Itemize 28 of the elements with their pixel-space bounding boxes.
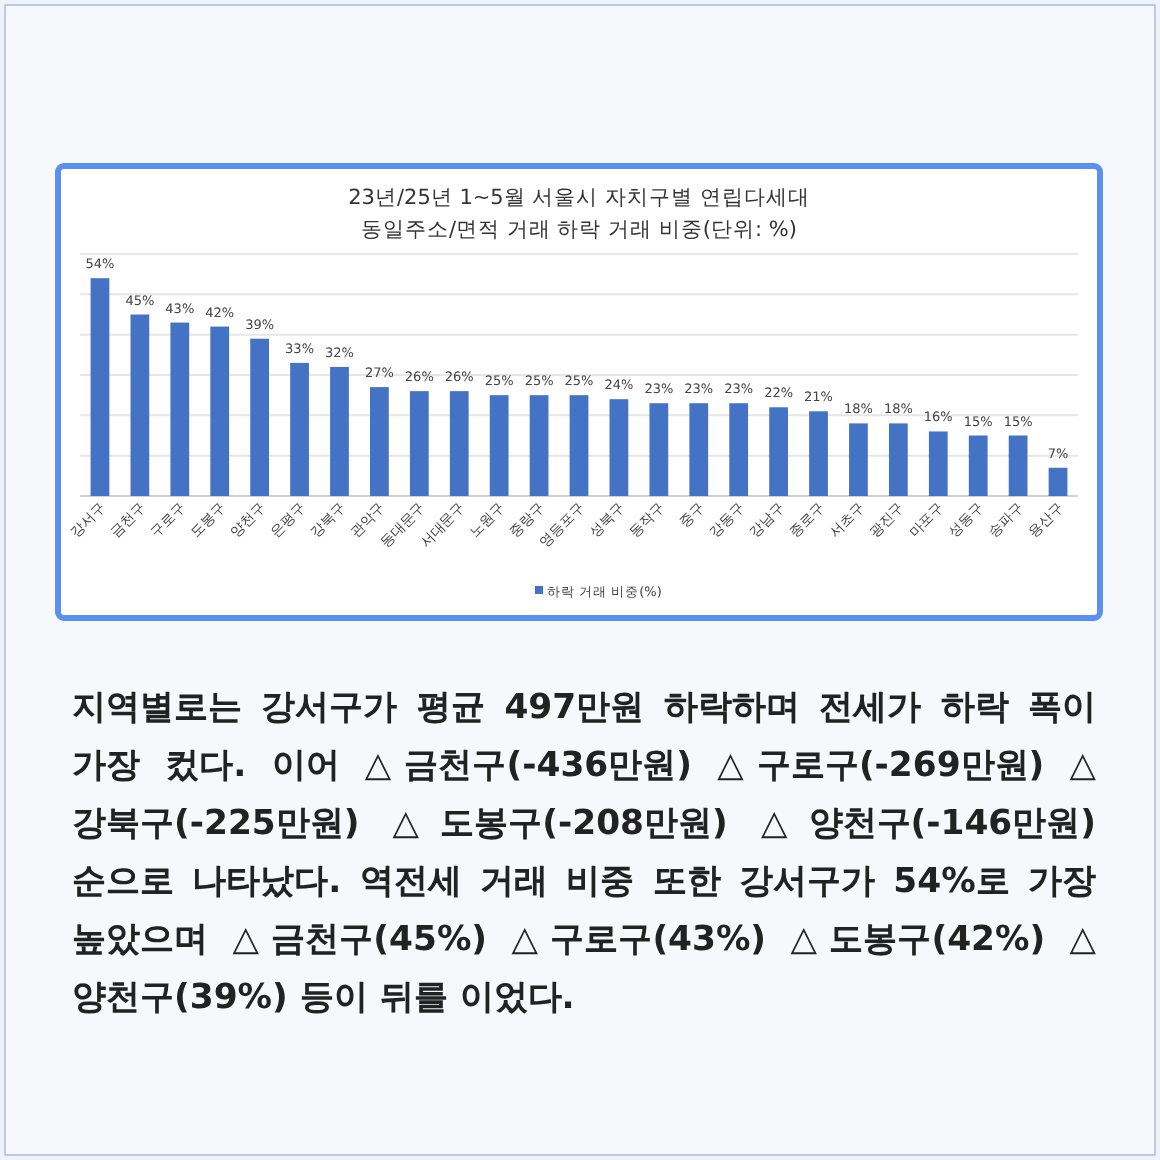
bar bbox=[290, 362, 309, 496]
bar bbox=[928, 431, 948, 496]
bar bbox=[250, 338, 270, 496]
bar bbox=[769, 407, 788, 496]
chart-title: 23년/25년 1~5월 서울시 자치구별 연립다세대 bbox=[348, 186, 810, 210]
bar bbox=[569, 395, 589, 496]
bar bbox=[449, 391, 469, 496]
bar bbox=[170, 322, 190, 496]
bar bbox=[888, 423, 908, 496]
bar bbox=[809, 411, 828, 496]
bar bbox=[370, 387, 389, 496]
chart-subtitle: 동일주소/면적 거래 하락 거래 비중(단위: %) bbox=[361, 218, 797, 242]
bar bbox=[210, 326, 230, 496]
bar bbox=[729, 403, 749, 496]
bar bbox=[90, 278, 110, 496]
bar bbox=[1008, 435, 1028, 496]
bar bbox=[130, 314, 150, 496]
text: 지역별로는 강서구가 평균 497만원 하락하며 전세가 하락 폭이 가장 컸다. 이어 △금천구(-436만원) △구로구(-269만원) △강북구(-225만원) △도봉구(-208만원) △양천구(-146만원) 순으로 나타났다. 역전세 거래 비중 또한 강서구가 54%로 가장 높았으며 △금천구(45%) △구로구(43%) △도봉구(42%) △양천구(39%) 등이 뒤를 이었다. bbox=[72, 686, 1096, 1022]
bar bbox=[968, 435, 988, 496]
bar bbox=[489, 395, 509, 496]
bar bbox=[1048, 467, 1068, 496]
bar bbox=[609, 399, 629, 496]
bar bbox=[649, 403, 669, 496]
bar bbox=[849, 423, 868, 496]
bar bbox=[689, 403, 709, 496]
bar bbox=[529, 395, 549, 496]
bar bbox=[330, 366, 349, 496]
bar bbox=[409, 391, 429, 496]
